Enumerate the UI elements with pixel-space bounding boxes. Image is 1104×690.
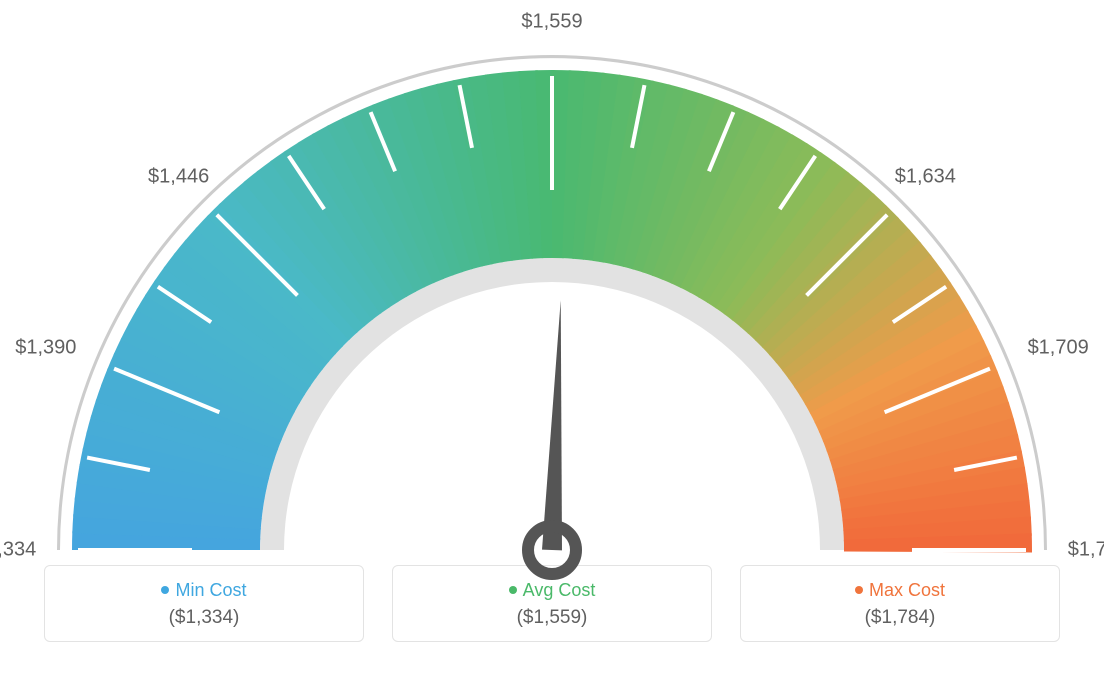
legend-max-title: Max Cost <box>741 580 1059 601</box>
gauge-scale-label: $1,559 <box>521 11 582 34</box>
gauge-svg <box>0 20 1104 580</box>
dot-icon <box>161 586 169 594</box>
legend-min-title-text: Min Cost <box>175 580 246 600</box>
gauge-scale-label: $1,390 <box>15 336 76 359</box>
dot-icon <box>509 586 517 594</box>
gauge-scale-label: $1,709 <box>1028 336 1089 359</box>
gauge-scale-label: $1,446 <box>148 165 209 188</box>
legend-max-value: ($1,784) <box>741 607 1059 629</box>
legend-min-value: ($1,334) <box>45 607 363 629</box>
gauge-scale-label: $1,334 <box>0 539 36 562</box>
legend-avg-value: ($1,559) <box>393 607 711 629</box>
legend-min-title: Min Cost <box>45 580 363 601</box>
legend-max-title-text: Max Cost <box>869 580 945 600</box>
gauge-chart: $1,334 $1,390 $1,446 $1,559 $1,634 $1,709 $1,7… <box>0 0 1104 560</box>
legend-avg-title-text: Avg Cost <box>523 580 596 600</box>
dot-icon <box>855 586 863 594</box>
gauge-scale-label: $1,784 <box>1068 539 1104 562</box>
legend-avg-title: Avg Cost <box>393 580 711 601</box>
gauge-scale-label: $1,634 <box>895 165 956 188</box>
